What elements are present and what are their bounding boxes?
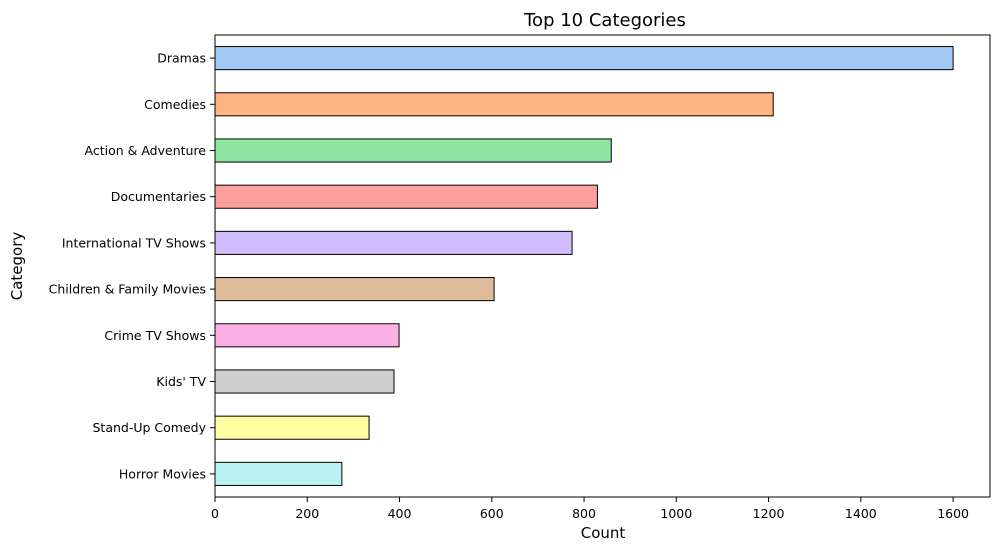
x-tick-label: 800 [572, 506, 596, 521]
bar-9 [214, 461, 343, 486]
x-tick-label: 1200 [753, 506, 785, 521]
y-tick-label: Kids' TV [156, 374, 206, 389]
x-tick-label: 600 [480, 506, 504, 521]
x-tick-label: 200 [295, 506, 319, 521]
y-tick-label: Dramas [157, 51, 206, 66]
chart-title: Top 10 Categories [523, 10, 686, 31]
bars-group [214, 46, 954, 486]
x-axis-ticks: 0 200 400 600 800 1000 1200 1400 1600 [211, 497, 969, 521]
x-tick-label: 400 [388, 506, 412, 521]
y-tick-label: Comedies [144, 97, 206, 112]
bar-6 [214, 323, 400, 348]
y-axis-ticks: Dramas Comedies Action & Adventure Document… [49, 51, 215, 481]
y-tick-label: Horror Movies [119, 466, 206, 481]
x-tick-label: 1000 [660, 506, 692, 521]
bar-5 [214, 277, 495, 302]
bar-7 [214, 369, 395, 394]
bar-2 [214, 138, 612, 163]
y-tick-label: Crime TV Shows [104, 328, 206, 343]
y-tick-label: Stand-Up Comedy [93, 420, 207, 435]
x-tick-label: 0 [211, 506, 219, 521]
y-tick-label: Action & Adventure [85, 143, 207, 158]
bar-1 [214, 92, 774, 117]
bar-0 [214, 46, 954, 71]
x-tick-label: 1400 [845, 506, 877, 521]
x-axis-label: Count [581, 524, 626, 542]
y-tick-label: International TV Shows [62, 235, 206, 250]
y-tick-label: Children & Family Movies [49, 282, 206, 297]
x-tick-label: 1600 [937, 506, 969, 521]
bar-4 [214, 230, 573, 255]
y-axis-label: Category [8, 232, 26, 301]
bar-3 [214, 184, 598, 209]
y-tick-label: Documentaries [111, 189, 206, 204]
plot-frame [214, 34, 991, 498]
bar-8 [214, 415, 370, 440]
